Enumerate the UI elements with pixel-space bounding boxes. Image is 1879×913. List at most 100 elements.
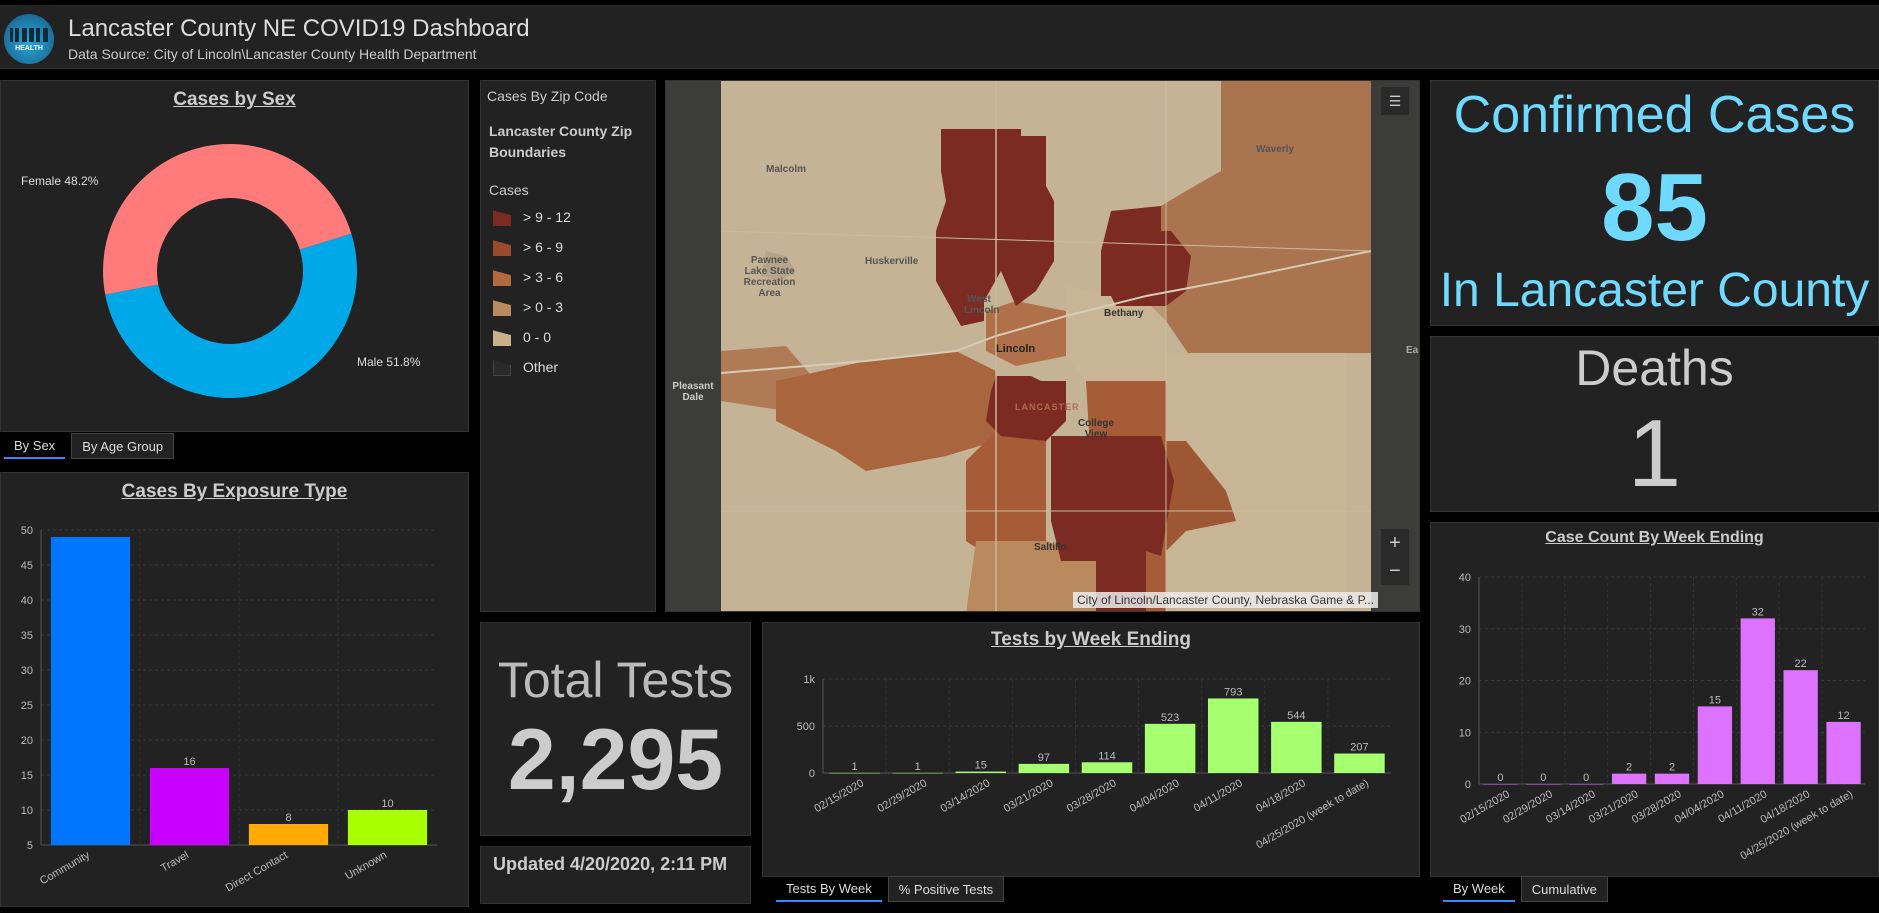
road	[720, 250, 1372, 374]
exposure-type-title: Cases By Exposure Type	[121, 481, 348, 502]
y-tick-label: 15	[21, 770, 33, 782]
map-panel[interactable]: Malcolm Waverly Pawnee Lake State Recrea…	[665, 80, 1420, 612]
zip-legend-panel: Cases By Zip Code Lancaster County Zip B…	[480, 80, 656, 612]
zip-area-south-central	[1051, 436, 1174, 611]
legend-item: > 0 - 3	[493, 299, 563, 317]
legend-label: > 9 - 12	[523, 209, 571, 225]
donut-slice-male	[105, 233, 358, 399]
zip-area-south-lincoln	[966, 431, 1046, 561]
sex-tabs: By Sex By Age Group	[4, 433, 175, 459]
x-tick-label: 04/11/2020	[1192, 777, 1245, 815]
case-count-by-week-title: Case Count By Week Ending	[1545, 529, 1764, 546]
map-label-waverly: Waverly	[1256, 144, 1294, 155]
exposure-bar-chart: 5 10 15 20 25 30 35 40 45 50 Community 16 Travel 8 Dir…	[21, 525, 437, 894]
bar-2	[1569, 784, 1604, 785]
bar-1	[149, 768, 230, 845]
x-tick-label: 04/04/2020	[1128, 777, 1182, 815]
data-label: 207	[1350, 742, 1368, 754]
data-label: 793	[1224, 686, 1242, 698]
bar-6	[1207, 698, 1259, 773]
tests-tabs: Tests By Week % Positive Tests	[776, 876, 1005, 902]
legend-swatch	[493, 210, 511, 227]
y-tick-label: 500	[797, 721, 815, 733]
dashboard-title: Lancaster County NE COVID19 Dashboard	[68, 15, 530, 42]
y-tick-label: 0	[809, 768, 815, 780]
tab-by-week[interactable]: By Week	[1443, 876, 1515, 902]
male-label: Male 51.8%	[357, 355, 421, 369]
x-tick-label: Unknown	[343, 849, 389, 882]
bar-5	[1144, 723, 1196, 773]
bar-8	[1334, 753, 1385, 773]
data-label: 2	[1626, 762, 1632, 774]
data-source: Data Source: City of Lincoln\Lancaster C…	[68, 46, 477, 62]
tab-by-age-group[interactable]: By Age Group	[71, 433, 175, 459]
tab-percent-positive[interactable]: % Positive Tests	[887, 876, 1005, 902]
x-tick-label: Travel	[159, 849, 191, 874]
data-label: 544	[1287, 710, 1305, 722]
bar-2	[955, 771, 1007, 773]
data-label: 15	[975, 760, 987, 772]
map-label-huskerville: Huskerville	[865, 256, 919, 267]
week-tabs: By Week Cumulative	[1443, 876, 1608, 902]
case-count-bar-chart: 010203040002/15/2020002/29/2020003/14/20…	[1458, 572, 1865, 863]
tab-tests-by-week[interactable]: Tests By Week	[776, 876, 882, 902]
bar-3	[1018, 763, 1070, 773]
map-canvas[interactable]	[666, 81, 1420, 612]
cases-by-sex-title: Cases by Sex	[173, 89, 296, 110]
y-tick-label: 0	[1465, 779, 1471, 791]
bar-5	[1697, 706, 1733, 784]
zoom-in-button[interactable]: +	[1381, 529, 1409, 557]
bar-7	[1271, 721, 1322, 773]
x-tick-label: 03/21/2020	[1002, 777, 1056, 815]
map-label-ea: Ea	[1406, 345, 1419, 356]
confirmed-cases-label: Confirmed Cases	[1453, 86, 1856, 144]
legend-field-name: Cases	[489, 182, 529, 198]
lake-area	[761, 251, 796, 281]
y-tick-label: 10	[21, 805, 33, 817]
legend-label: Other	[523, 359, 559, 375]
legend-item: > 6 - 9	[493, 239, 563, 257]
y-tick-label: 40	[1459, 572, 1471, 584]
legend-item: > 3 - 6	[493, 269, 563, 287]
road	[720, 230, 1372, 252]
legend-swatch	[493, 270, 511, 287]
bar-3	[347, 810, 428, 845]
x-tick-label: 02/15/2020	[812, 777, 866, 815]
bar-4	[1081, 762, 1133, 773]
data-label: 0	[1497, 772, 1503, 784]
tab-by-sex[interactable]: By Sex	[4, 433, 66, 459]
updated-panel: Updated 4/20/2020, 2:11 PM	[480, 846, 751, 904]
deaths-panel: Deaths 1	[1430, 336, 1879, 512]
total-tests-value: 2,295	[507, 712, 724, 808]
y-tick-label: 25	[21, 700, 33, 712]
map-outside-area	[1371, 81, 1419, 611]
bar-2	[248, 824, 329, 845]
tests-by-week-title: Tests by Week Ending	[991, 629, 1191, 650]
zip-area-southeast-lincoln	[1166, 441, 1236, 551]
data-label: 12	[1837, 710, 1849, 722]
zoom-out-button[interactable]: −	[1381, 557, 1409, 585]
data-label: 2	[1669, 762, 1675, 774]
bar-4	[1654, 773, 1690, 784]
legend-swatch	[493, 360, 511, 377]
legend-item: > 9 - 12	[493, 209, 571, 227]
legend-swatch	[493, 240, 511, 257]
x-tick-label: 03/14/2020	[939, 777, 993, 815]
y-tick-label: 50	[21, 525, 33, 537]
zip-area-bethany	[1101, 206, 1191, 306]
map-label-malcolm: Malcolm	[766, 164, 807, 175]
data-label: 0	[1583, 772, 1589, 784]
zip-area-northeast-lincoln	[986, 301, 1066, 366]
cases-by-sex-panel: Cases by Sex Female 48.2% Male 51.8%	[0, 80, 469, 432]
map-label-pawnee-lake: Pawnee Lake State Recreation Area	[743, 255, 796, 299]
female-label: Female 48.2%	[21, 174, 99, 188]
map-label-lancaster: LANCASTER	[1015, 402, 1080, 412]
x-tick-label: Community	[38, 849, 93, 887]
dashboard-header: HEALTH Lancaster County NE COVID19 Dashb…	[0, 5, 1879, 69]
x-tick-label: Direct Contact	[224, 849, 290, 894]
donut-slice-female	[103, 144, 352, 295]
tab-cumulative[interactable]: Cumulative	[1520, 876, 1608, 902]
confirmed-cases-value: 85	[1601, 154, 1708, 261]
exposure-type-panel: Cases By Exposure Type 5 10 15 20 25 30 35 40 45…	[0, 472, 469, 907]
layer-list-icon[interactable]: ☰	[1381, 87, 1409, 115]
